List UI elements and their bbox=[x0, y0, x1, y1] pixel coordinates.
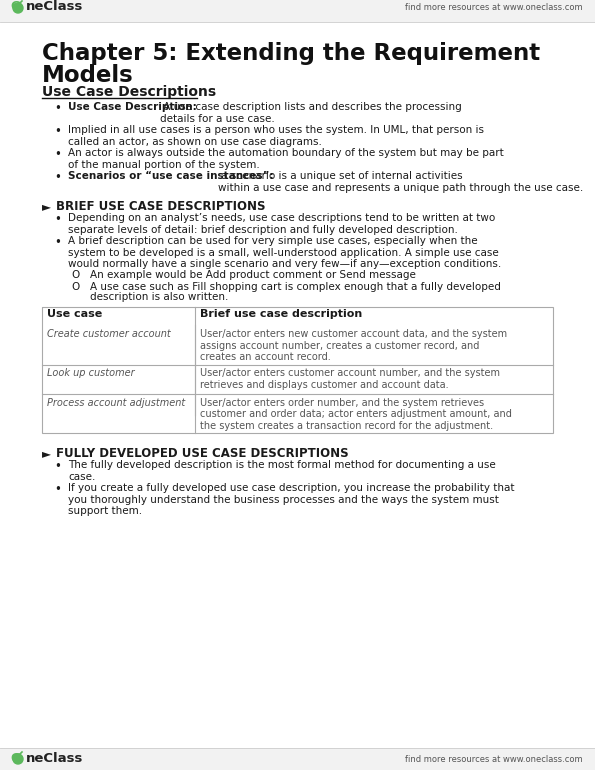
Text: User/actor enters new customer account data, and the system
assigns account numb: User/actor enters new customer account d… bbox=[200, 329, 507, 362]
Bar bbox=[42, 364, 553, 393]
Text: Use Case Description:: Use Case Description: bbox=[68, 102, 197, 112]
Circle shape bbox=[13, 3, 23, 13]
Bar bbox=[0, 0, 595, 22]
Text: ►: ► bbox=[42, 447, 51, 460]
Text: •: • bbox=[54, 236, 61, 249]
Text: neClass: neClass bbox=[26, 752, 83, 765]
Text: If you create a fully developed use case description, you increase the probabili: If you create a fully developed use case… bbox=[68, 483, 515, 516]
Text: •: • bbox=[54, 171, 61, 184]
Text: Scenarios or “use case instances”:: Scenarios or “use case instances”: bbox=[68, 171, 274, 181]
Text: Models: Models bbox=[42, 64, 134, 87]
Text: Use case: Use case bbox=[47, 309, 102, 319]
Text: find more resources at www.oneclass.com: find more resources at www.oneclass.com bbox=[405, 2, 583, 12]
Text: Implied in all use cases is a person who uses the system. In UML, that person is: Implied in all use cases is a person who… bbox=[68, 125, 484, 146]
Text: description is also written.: description is also written. bbox=[90, 293, 228, 303]
Text: An actor is always outside the automation boundary of the system but may be part: An actor is always outside the automatio… bbox=[68, 148, 504, 169]
Text: FULLY DEVELOPED USE CASE DESCRIPTIONS: FULLY DEVELOPED USE CASE DESCRIPTIONS bbox=[56, 447, 349, 460]
Circle shape bbox=[13, 754, 23, 764]
Text: Use Case Descriptions: Use Case Descriptions bbox=[42, 85, 216, 99]
Text: O: O bbox=[10, 752, 21, 765]
Text: •: • bbox=[54, 102, 61, 115]
Text: ►: ► bbox=[42, 200, 51, 213]
Bar bbox=[42, 325, 553, 364]
Text: Depending on an analyst’s needs, use case descriptions tend to be written at two: Depending on an analyst’s needs, use cas… bbox=[68, 213, 495, 235]
Text: Create customer account: Create customer account bbox=[47, 329, 171, 339]
Text: neClass: neClass bbox=[26, 1, 83, 14]
Text: Brief use case description: Brief use case description bbox=[200, 309, 362, 319]
Bar bbox=[42, 307, 553, 433]
Text: find more resources at www.oneclass.com: find more resources at www.oneclass.com bbox=[405, 755, 583, 764]
Text: Chapter 5: Extending the Requirement: Chapter 5: Extending the Requirement bbox=[42, 42, 540, 65]
Text: The fully developed description is the most formal method for documenting a use
: The fully developed description is the m… bbox=[68, 460, 496, 481]
Text: •: • bbox=[54, 125, 61, 138]
Bar bbox=[0, 748, 595, 770]
Text: BRIEF USE CASE DESCRIPTIONS: BRIEF USE CASE DESCRIPTIONS bbox=[56, 200, 265, 213]
Text: •: • bbox=[54, 483, 61, 496]
Text: User/actor enters order number, and the system retrieves
customer and order data: User/actor enters order number, and the … bbox=[200, 397, 512, 430]
Text: •: • bbox=[54, 460, 61, 473]
Bar bbox=[42, 307, 553, 325]
Text: User/actor enters customer account number, and the system
retrieves and displays: User/actor enters customer account numbe… bbox=[200, 369, 500, 390]
Text: •: • bbox=[54, 213, 61, 226]
Text: •: • bbox=[54, 148, 61, 161]
Text: A use case description lists and describes the processing
details for a use case: A use case description lists and describ… bbox=[161, 102, 462, 124]
Text: O   An example would be Add product comment or Send message: O An example would be Add product commen… bbox=[72, 270, 416, 280]
Text: O: O bbox=[10, 1, 21, 14]
Text: O   A use case such as Fill shopping cart is complex enough that a fully develop: O A use case such as Fill shopping cart … bbox=[72, 282, 501, 292]
Text: Look up customer: Look up customer bbox=[47, 369, 134, 379]
Text: A brief description can be used for very simple use cases, especially when the
s: A brief description can be used for very… bbox=[68, 236, 501, 270]
Bar bbox=[42, 393, 553, 433]
Text: Process account adjustment: Process account adjustment bbox=[47, 397, 185, 407]
Text: a scenario is a unique set of internal activities
within a use case and represen: a scenario is a unique set of internal a… bbox=[218, 171, 583, 192]
